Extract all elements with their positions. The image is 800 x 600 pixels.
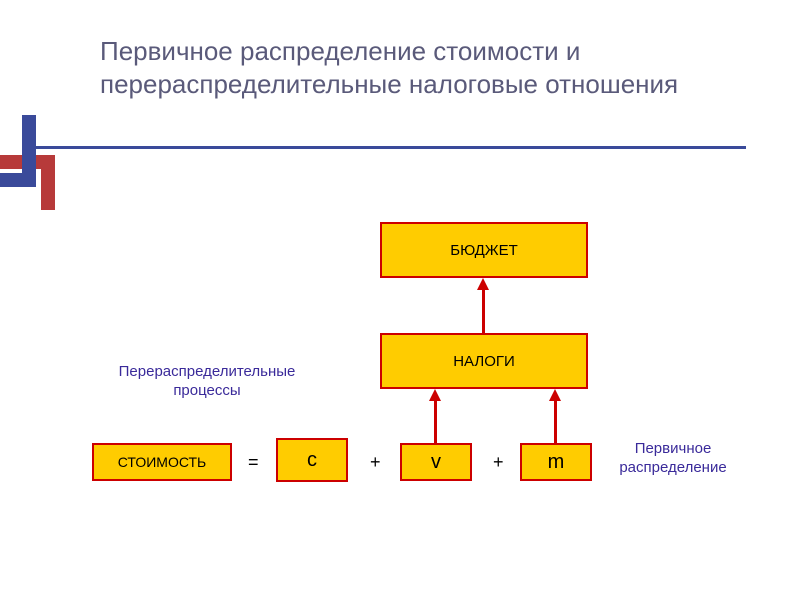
deco-blue-v xyxy=(22,115,36,187)
label-redistribution: Перераспределительные процессы xyxy=(102,363,312,401)
op-eq: = xyxy=(248,452,259,473)
arrow-m-taxes-head xyxy=(549,389,561,401)
arrow-v-taxes-head xyxy=(429,389,441,401)
slide-title: Первичное распределение стоимости и пере… xyxy=(100,35,800,100)
label-redistribution-line2: процессы xyxy=(173,382,240,399)
label-primary-line2: распределение xyxy=(619,459,726,476)
arrow-v-taxes-line xyxy=(434,401,437,443)
op-plus2: + xyxy=(493,452,504,473)
deco-red-v xyxy=(41,155,55,210)
label-primary-line1: Первичное xyxy=(635,440,712,457)
label-primary: Первичное распределение xyxy=(608,440,738,478)
label-redistribution-line1: Перераспределительные xyxy=(119,363,296,380)
arrow-taxes-budget-line xyxy=(482,290,485,333)
box-budget: БЮДЖЕТ xyxy=(380,222,588,278)
arrow-m-taxes-line xyxy=(554,401,557,443)
box-v: v xyxy=(400,443,472,481)
arrow-taxes-budget-head xyxy=(477,278,489,290)
box-cost: СТОИМОСТЬ xyxy=(92,443,232,481)
box-m: m xyxy=(520,443,592,481)
box-c: c xyxy=(276,438,348,482)
op-plus1: + xyxy=(370,452,381,473)
box-taxes: НАЛОГИ xyxy=(380,333,588,389)
title-underline xyxy=(36,146,746,149)
